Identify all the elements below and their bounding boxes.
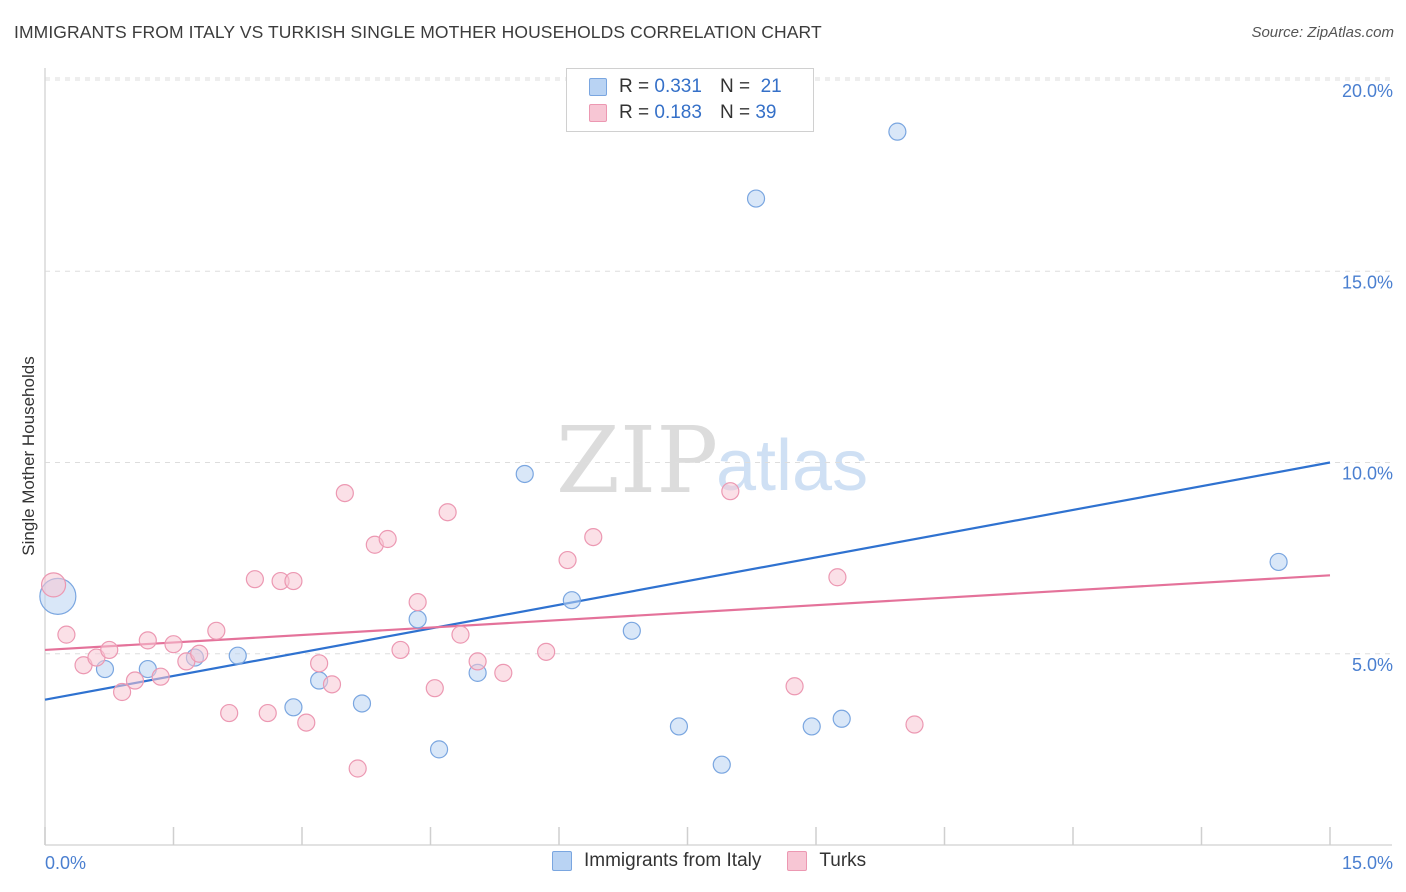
italy-point [802,717,821,736]
turks-point [40,572,67,598]
turks-point [905,715,924,734]
italy-point [562,591,581,610]
turks-point [785,677,804,696]
y-tick-label: 15.0% [1342,272,1393,292]
series-label-italy: Immigrants from Italy [584,850,762,871]
turks-point [284,571,303,591]
turks-point [584,527,603,547]
legend-r-value: 0.331 [654,76,702,97]
turks-point [245,570,264,589]
turks-point [721,482,740,501]
series-legend-italy: Immigrants from Italy [552,850,761,872]
turks-point [100,640,119,660]
turks-point [828,568,847,587]
x-tick-label: 0.0% [45,853,86,873]
legend-r-label: R = [619,102,650,123]
turks-point [451,625,470,644]
turks-point [207,621,226,640]
turks-point [391,640,410,660]
series-swatch-blue [552,851,572,871]
legend-swatch-blue [589,78,607,96]
legend-row-turks: R = 0.183 N = 39 [589,101,776,125]
legend-n-label: N = [719,102,751,123]
y-tick-label: 20.0% [1342,81,1393,101]
legend-swatch-pink [589,104,607,122]
watermark: ZIP atlas [556,407,868,514]
turks-point [537,642,556,661]
y-tick-label: 10.0% [1342,464,1393,484]
italy-point [669,717,689,736]
series-swatch-pink [787,851,808,871]
turks-point [322,675,342,694]
turks-point [335,484,354,503]
italy-point [515,464,534,484]
watermark-atlas: atlas [716,426,868,506]
italy-point [429,740,449,759]
turks-point [297,713,316,732]
turks-point [494,663,513,682]
turks-point [258,703,277,723]
y-axis-label: Single Mother Households [19,356,38,555]
turks-point [558,550,577,570]
italy-point [622,621,641,640]
turks-point [164,635,183,654]
turks-point [125,671,145,690]
italy-point [712,755,731,774]
turks-point [57,625,76,644]
turks-point [348,759,367,778]
turks-point [425,679,444,698]
correlation-legend: R = 0.331 N = 21 R = 0.183 N = 39 [566,68,814,132]
italy-point [1269,552,1288,572]
italy-point [746,189,766,208]
axis-labels: 5.0% 10.0% 15.0% 20.0% 0.0% 15.0% [45,81,1393,873]
data-points [39,122,1288,778]
chart-source: Source: ZipAtlas.com [1251,24,1394,41]
x-tick-label: 15.0% [1342,853,1393,873]
trend-lines [44,461,1331,701]
italy-point [284,698,303,717]
turks-point [408,593,427,612]
axes [44,68,1392,846]
turks-point [468,652,487,671]
legend-r-value: 0.183 [654,102,702,123]
italy-point [408,610,427,629]
watermark-zip: ZIP [556,407,718,514]
turks-point [151,667,170,686]
legend-n-value: 39 [755,102,777,123]
series-label-turks: Turks [819,850,867,871]
turks-point [112,682,132,702]
italy-point [228,646,247,665]
italy-point [832,709,851,728]
italy-point [352,694,372,713]
gridlines [45,77,1392,655]
italy-trend-line [44,461,1331,701]
italy-point [888,122,907,141]
turks-point [378,529,397,549]
legend-row-italy: R = 0.331 N = 21 [589,75,782,99]
turks-point [310,654,329,673]
legend-r-label: R = [619,76,650,97]
turks-point [138,631,157,650]
turks-point [220,703,239,723]
series-legend-turks: Turks [787,850,866,872]
turks-point [190,644,209,663]
series-legend: Immigrants from Italy Turks [552,850,892,872]
legend-n-label: N = [719,76,751,97]
legend-n-value: 21 [760,76,782,97]
turks-point [438,503,457,522]
turks-trend-line [44,574,1331,652]
chart-title: IMMIGRANTS FROM ITALY VS TURKISH SINGLE … [14,22,822,42]
y-tick-label: 5.0% [1352,655,1393,675]
